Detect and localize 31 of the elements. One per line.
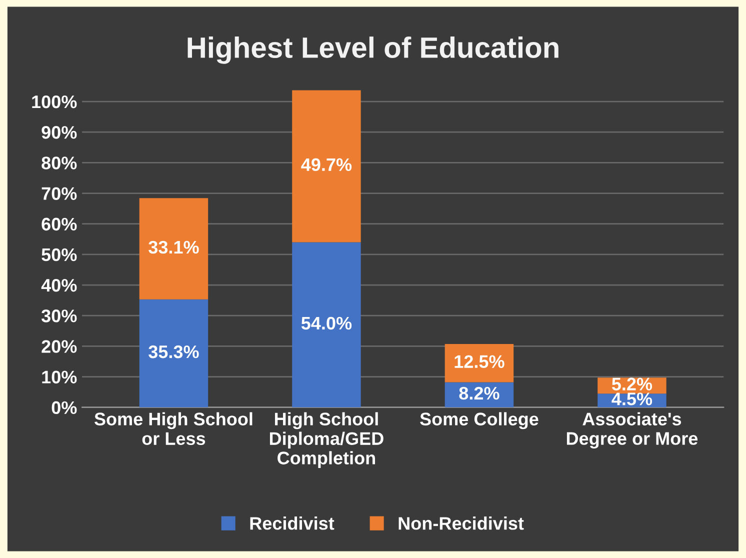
legend-label: Non-Recidivist [398,516,524,530]
y-tick-label: 60% [42,218,77,231]
bar [444,344,514,382]
x-tick-label: Some College [420,412,538,430]
bar [292,90,361,242]
bar [139,198,208,300]
y-tick-label: 10% [42,370,77,384]
x-tick-label: Some High School or Less [94,412,252,445]
bar [139,299,208,408]
data-label: 4.5% [612,392,652,406]
y-tick-label: 70% [42,187,77,200]
legend-label: Recidivist [250,516,334,530]
y-tick-label: 30% [41,310,77,322]
data-label: 12.5% [454,355,504,368]
y-tick-label: 90% [42,126,77,139]
data-label: 54.0% [301,316,352,330]
y-tick-label: 40% [41,278,77,292]
y-tick-label: 100% [32,95,77,108]
data-label: 33.1% [148,240,199,254]
chart-title: Highest Level of Education [188,36,558,64]
y-tick-label: 20% [42,340,77,353]
y-tick-label: 50% [42,248,77,262]
data-label: 49.7% [301,158,352,172]
bar [292,242,361,408]
y-tick-label: 80% [42,156,77,170]
y-tick-label: 0% [52,401,77,414]
x-tick-label: Associate's Degree or More [566,412,698,449]
data-label: 5.2% [612,378,652,390]
x-tick-label: High School Diploma/GED Completion [270,412,384,468]
data-label: 8.2% [459,386,500,400]
data-label: 35.3% [148,345,199,358]
